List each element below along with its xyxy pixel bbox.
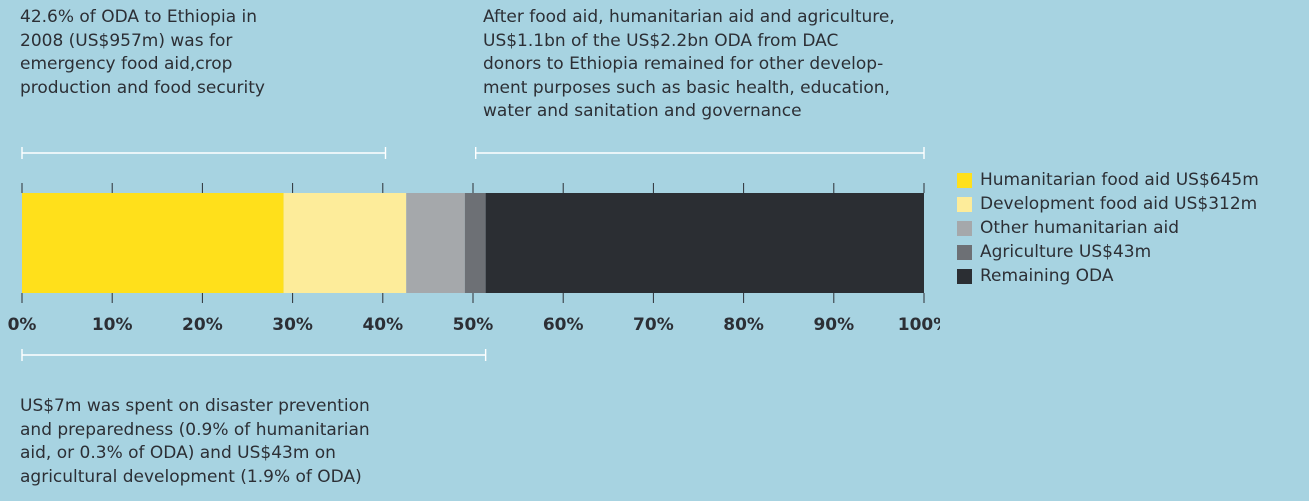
tick-label: 60% xyxy=(543,315,584,335)
legend-label: Humanitarian food aid US$645m xyxy=(980,170,1259,190)
annotation-top-left: 42.6% of ODA to Ethiopia in 2008 (US$957… xyxy=(20,6,265,100)
tick-label: 10% xyxy=(92,315,133,335)
tick-label: 90% xyxy=(813,315,854,335)
bar-segment xyxy=(485,193,924,293)
tick-label: 20% xyxy=(182,315,223,335)
tick-label: 70% xyxy=(633,315,674,335)
annotation-line: emergency food aid,crop xyxy=(20,54,233,74)
legend-item: Agriculture US$43m xyxy=(957,240,1259,264)
annotation-line: ment purposes such as basic health, educ… xyxy=(483,77,890,98)
annotation-line: After food aid, humanitarian aid and agr… xyxy=(483,7,895,27)
bar-segment xyxy=(283,193,407,293)
annotation-line: US$1.1bn of the US$2.2bn ODA from DAC xyxy=(483,30,839,51)
annotation-line: water and sanitation and governance xyxy=(483,101,802,121)
legend-swatch xyxy=(957,268,972,284)
legend-swatch xyxy=(957,244,972,260)
legend-swatch xyxy=(957,196,972,212)
tick-label: 40% xyxy=(362,315,403,335)
legend-label: Remaining ODA xyxy=(980,266,1114,286)
annotation-line: production and food security xyxy=(20,77,265,98)
legend-swatch xyxy=(957,220,972,236)
annotation-line: US$7m was spent on disaster prevention xyxy=(20,396,370,416)
annotation-line: agricultural development (1.9% of ODA) xyxy=(20,466,362,487)
legend-label: Other humanitarian aid xyxy=(980,218,1180,238)
annotation-bottom: US$7m was spent on disaster prevention a… xyxy=(20,395,370,489)
tick-label: 80% xyxy=(723,315,764,335)
bar-segment xyxy=(22,193,284,293)
annotation-line: aid, or 0.3% of ODA) and US$43m on xyxy=(20,443,336,463)
legend-item: Humanitarian food aid US$645m xyxy=(957,168,1259,192)
legend: Humanitarian food aid US$645m Development… xyxy=(957,168,1259,288)
legend-label: Agriculture US$43m xyxy=(980,242,1152,262)
legend-label: Development food aid US$312m xyxy=(980,194,1258,214)
tick-label: 30% xyxy=(272,315,313,335)
legend-item: Development food aid US$312m xyxy=(957,192,1259,216)
bar-segment xyxy=(406,193,465,293)
tick-label: 0% xyxy=(8,315,37,335)
legend-swatch xyxy=(957,172,972,188)
bar-segment xyxy=(464,193,486,293)
legend-item: Other humanitarian aid xyxy=(957,216,1259,240)
annotation-line: donors to Ethiopia remained for other de… xyxy=(483,54,884,74)
legend-item: Remaining ODA xyxy=(957,264,1259,288)
annotation-line: and preparedness (0.9% of humanitarian xyxy=(20,419,370,440)
annotation-line: 42.6% of ODA to Ethiopia in xyxy=(20,7,258,27)
tick-label: 100% xyxy=(898,315,940,335)
stacked-bar-chart: 0% 10% 20% 30% 40% 50% 60% 70% 80% 90% 100% xyxy=(8,147,940,361)
tick-label: 50% xyxy=(453,315,494,335)
annotation-line: 2008 (US$957m) was for xyxy=(20,30,233,51)
annotation-top-right: After food aid, humanitarian aid and agr… xyxy=(483,6,895,124)
